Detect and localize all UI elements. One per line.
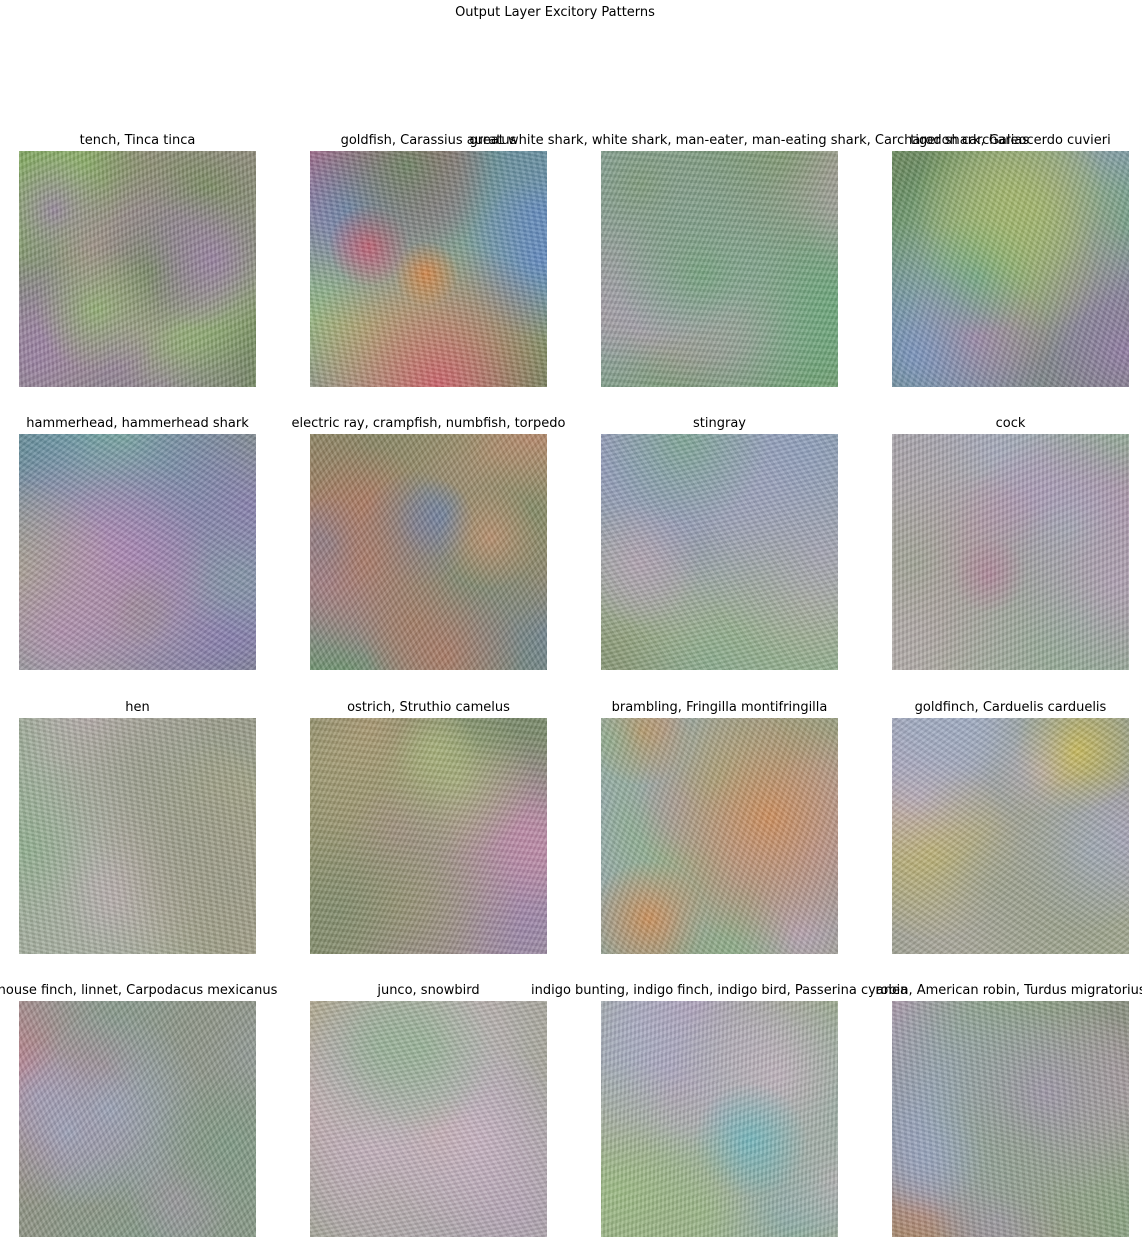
panel-title: cock bbox=[995, 416, 1026, 431]
panel-title: great white shark, white shark, man-eate… bbox=[469, 133, 1030, 148]
panel-title: goldfish, Carassius auratus bbox=[340, 133, 517, 148]
feature-visualization-image bbox=[601, 434, 838, 670]
feature-visualization-image bbox=[19, 1001, 256, 1237]
feature-visualization-image bbox=[310, 434, 547, 670]
feature-visualization-image bbox=[310, 718, 547, 954]
panel-title: house finch, linnet, Carpodacus mexicanu… bbox=[0, 983, 278, 998]
feature-visualization-image bbox=[892, 718, 1129, 954]
feature-visualization-image bbox=[892, 434, 1129, 670]
feature-visualization-image bbox=[892, 151, 1129, 387]
panel-title: robin, American robin, Turdus migratoriu… bbox=[875, 983, 1142, 998]
feature-visualization-image bbox=[19, 434, 256, 670]
feature-visualization-image bbox=[310, 1001, 547, 1237]
feature-visualization-image bbox=[19, 718, 256, 954]
panel-title: tiger shark, Galeocerdo cuvieri bbox=[910, 133, 1111, 148]
feature-visualization-image bbox=[310, 151, 547, 387]
panel-title: stingray bbox=[693, 416, 746, 431]
feature-visualization-image bbox=[601, 718, 838, 954]
panel-title: electric ray, crampfish, numbfish, torpe… bbox=[291, 416, 566, 431]
panel-title: tench, Tinca tinca bbox=[79, 133, 196, 148]
feature-visualization-image bbox=[601, 151, 838, 387]
panel-title: ostrich, Struthio camelus bbox=[347, 700, 510, 715]
panel-title: goldfinch, Carduelis carduelis bbox=[914, 700, 1107, 715]
panel-title: junco, snowbird bbox=[377, 983, 480, 998]
panel-title: hen bbox=[125, 700, 150, 715]
feature-visualization-image bbox=[601, 1001, 838, 1237]
feature-visualization-image bbox=[19, 151, 256, 387]
feature-visualization-image bbox=[892, 1001, 1129, 1237]
figure-title: Output Layer Excitory Patterns bbox=[455, 5, 655, 20]
panel-title: indigo bunting, indigo finch, indigo bir… bbox=[531, 983, 908, 998]
panel-title: brambling, Fringilla montifringilla bbox=[611, 700, 828, 715]
panel-title: hammerhead, hammerhead shark bbox=[26, 416, 249, 431]
